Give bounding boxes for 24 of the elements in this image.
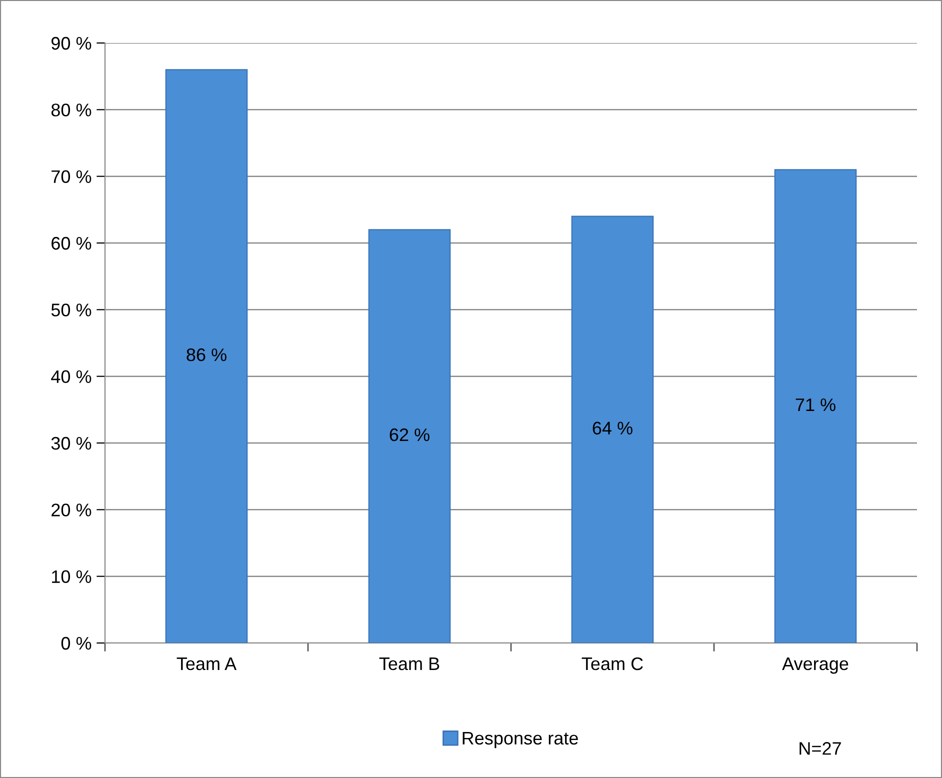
x-tick-label: Team C xyxy=(582,657,643,670)
text: N=27 xyxy=(800,742,841,755)
x-tick-label: Team A xyxy=(176,658,237,670)
y-tick-label: 20 % xyxy=(52,504,92,516)
x-tick-label: Average xyxy=(782,658,848,674)
legend-label: Response rate xyxy=(462,732,578,748)
x-tick-label: Team B xyxy=(379,658,440,670)
data-label: 86 % xyxy=(186,348,226,362)
y-tick-label: 10 % xyxy=(52,570,92,584)
y-tick-label: 50 % xyxy=(51,304,92,316)
y-tick-label: 0 % xyxy=(61,636,92,650)
data-label: 64 % xyxy=(592,422,632,435)
y-tick-label: 80 % xyxy=(51,104,92,116)
bar xyxy=(368,229,451,643)
bar xyxy=(774,169,857,643)
y-tick-label: 90 % xyxy=(52,36,92,50)
y-tick-label: 70 % xyxy=(52,170,92,184)
data-label: 62 % xyxy=(390,428,430,442)
bar xyxy=(165,69,248,643)
y-tick-label: 60 % xyxy=(52,236,92,250)
data-label: 71 % xyxy=(796,398,836,412)
y-tick-label: 30 % xyxy=(51,436,92,450)
y-tick-label: 40 % xyxy=(51,370,92,384)
bar xyxy=(571,216,654,643)
